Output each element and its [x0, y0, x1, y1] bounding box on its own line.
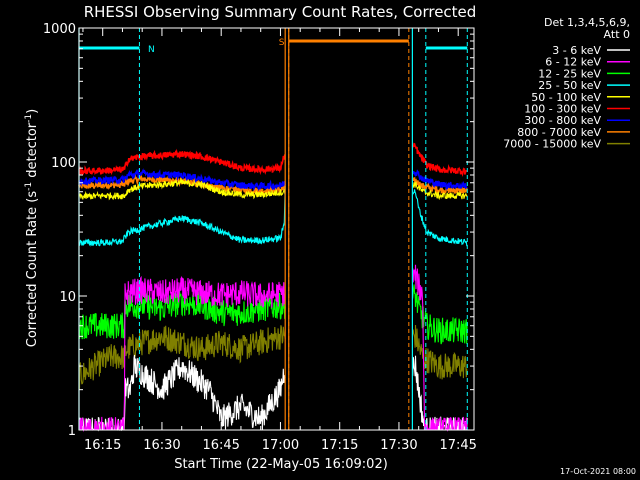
x-tick-label-16-45: 16:45: [202, 438, 239, 453]
series-line-25-50-kev-part-2: [412, 189, 468, 247]
legend-label-800-7000-kev: 800 - 7000 keV: [517, 126, 601, 139]
plot-frame: [78, 27, 475, 431]
series-line-300-800-kev-part-2: [412, 169, 468, 191]
legend-label-300-800-kev: 300 - 800 keV: [524, 114, 601, 127]
frame-layer: [78, 27, 475, 431]
y-axis-label-sup1: -1: [24, 182, 34, 191]
flag-label-s: S: [279, 38, 285, 48]
legend-label-3-6-kev: 3 - 6 keV: [552, 44, 601, 57]
legend-label-12-25-kev: 12 - 25 keV: [538, 67, 601, 80]
x-tick-label-17-15: 17:15: [321, 438, 358, 453]
y-tick-label-100: 100: [51, 156, 76, 171]
series-line-100-300-kev-part-2: [411, 142, 468, 178]
series-line-7000-15000-kev-part-2: [412, 324, 468, 380]
y-axis-label-main: Corrected Count Rate (s: [25, 191, 40, 348]
flag-label-n: N: [148, 45, 155, 55]
legend-label-50-100-kev: 50 - 100 keV: [531, 91, 601, 104]
y-axis-label-sup2: -1: [24, 114, 34, 123]
y-axis-label-end: ): [25, 109, 40, 114]
series-line-300-800-kev-part-1: [78, 168, 286, 192]
y-tick-label-1000: 1000: [43, 22, 76, 37]
legend-header-2: Att 0: [604, 28, 630, 41]
x-axis-ticks: 16:15 16:30 16:45 17:00 17:15 17:30 17:45: [82, 28, 477, 453]
x-tick-label-16-15: 16:15: [84, 438, 121, 453]
y-axis-label-mid: detector: [25, 122, 40, 182]
series-line-50-100-kev-part-2: [412, 181, 468, 201]
chart-title: RHESSI Observing Summary Count Rates, Co…: [84, 3, 477, 21]
y-tick-label-1: 1: [68, 424, 76, 439]
series-line-12-25-kev-part-1: [78, 290, 286, 340]
legend-label-7000-15000-kev: 7000 - 15000 keV: [503, 138, 601, 151]
series-line-100-300-kev-part-1: [78, 148, 286, 176]
series-line-800-7000-kev-part-2: [411, 177, 468, 196]
legend-label-100-300-kev: 100 - 300 keV: [524, 103, 601, 116]
timestamp: 17-Oct-2021 08:00: [560, 467, 636, 476]
series-line-50-100-kev-part-1: [78, 177, 286, 201]
series-line-7000-15000-kev-part-1: [78, 325, 286, 390]
x-tick-label-16-30: 16:30: [143, 438, 180, 453]
x-axis-label: Start Time (22-May-05 16:09:02): [174, 457, 388, 472]
y-axis-ticks: 1 10 100 1000: [43, 22, 474, 439]
series-line-6-12-kev-part-2: [412, 264, 468, 432]
series-line-25-50-kev-part-1: [78, 185, 286, 247]
x-tick-label-17-00: 17:00: [262, 438, 299, 453]
x-tick-label-17-30: 17:30: [380, 438, 417, 453]
series-line-12-25-kev-part-2: [412, 284, 468, 345]
legend-header-1: Det 1,3,4,5,6,9,: [544, 16, 630, 29]
y-axis-label: Corrected Count Rate (s-1 detector-1): [24, 109, 40, 347]
y-tick-label-10: 10: [59, 290, 76, 305]
legend-label-6-12-kev: 6 - 12 keV: [545, 56, 601, 69]
legend-label-25-50-kev: 25 - 50 keV: [538, 79, 601, 92]
x-tick-label-17-45: 17:45: [439, 438, 476, 453]
